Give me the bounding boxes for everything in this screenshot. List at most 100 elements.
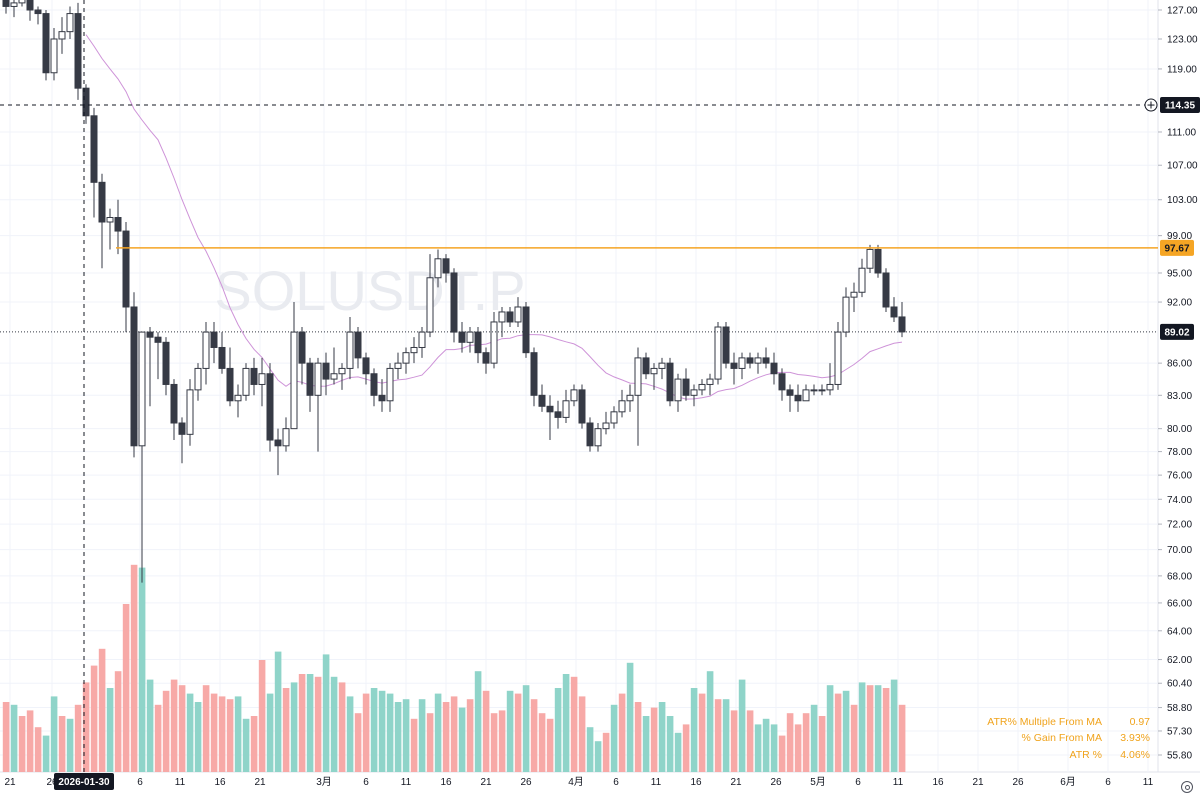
volume-bar: [282, 688, 290, 772]
candle-body: [306, 362, 314, 396]
volume-bar: [890, 679, 898, 772]
candle-body: [98, 181, 106, 223]
candle: [82, 84, 90, 124]
candle-body: [666, 362, 674, 402]
time-axis[interactable]: 21 26 6 11 16 21 3月 6 11 16 21 26 4月 6 11 16 21 26 5月 6 11 16…: [4, 773, 1154, 790]
crosshair-price-text: 114.35: [1165, 101, 1195, 112]
candle-body: [578, 389, 586, 424]
candle-body: [714, 326, 722, 380]
candle: [282, 417, 290, 452]
volume-bar: [754, 724, 762, 772]
time-tick-label: 26: [520, 777, 532, 788]
volume-bar: [762, 718, 770, 772]
volume-bar: [210, 693, 218, 772]
candle: [298, 327, 306, 385]
candle: [602, 411, 610, 435]
candle-body: [170, 383, 178, 424]
volume-bar: [690, 688, 698, 772]
candle-body: [258, 373, 266, 385]
chart-settings-icon[interactable]: [1181, 781, 1193, 793]
candle-body: [234, 394, 242, 402]
candle: [74, 2, 82, 100]
volume-bar: [66, 718, 74, 772]
candle: [410, 337, 418, 364]
candle: [106, 208, 114, 250]
stat-row-atr-multiple: ATR% Multiple From MA 0.97: [987, 714, 1150, 731]
candle: [482, 347, 490, 374]
price-tick-label: 55.80: [1167, 751, 1192, 762]
candle: [114, 199, 122, 255]
volume-bar: [442, 702, 450, 772]
candle-body: [82, 87, 90, 117]
volume-bar: [186, 693, 194, 772]
volume-bar: [234, 696, 242, 772]
candle-body: [602, 422, 610, 430]
candle: [578, 384, 586, 429]
time-tick-label: 21: [4, 777, 16, 788]
candle: [474, 327, 482, 364]
volume-bar: [226, 699, 234, 772]
candle: [162, 337, 170, 396]
time-tick-label: 21: [730, 777, 742, 788]
resistance-price-text: 97.67: [1164, 243, 1189, 254]
candle-body: [898, 316, 906, 333]
candle: [514, 297, 522, 328]
candle: [194, 363, 202, 401]
volume-bar: [610, 704, 618, 772]
candle-body: [90, 115, 98, 183]
candle-body: [658, 362, 666, 369]
candle-body: [442, 258, 450, 274]
candle-body: [362, 357, 370, 375]
volume-bar: [410, 718, 418, 772]
candle-body: [890, 306, 898, 318]
volume-bar: [826, 685, 834, 772]
candle-body: [386, 367, 394, 402]
volume-bar: [514, 693, 522, 772]
chart-grid: [0, 0, 1200, 773]
candle: [330, 347, 338, 385]
candle-body: [154, 336, 162, 343]
volume-bar: [730, 710, 738, 772]
candle: [530, 347, 538, 407]
candle-body: [130, 306, 138, 447]
stat-row-gain-from-ma: % Gain From MA 3.93%: [987, 730, 1150, 747]
candle: [490, 311, 498, 369]
candle-body: [242, 367, 250, 396]
candle: [186, 379, 194, 446]
candle-body: [370, 373, 378, 396]
volume-bar: [538, 713, 546, 772]
volume-bar: [602, 732, 610, 772]
volume-bar: [498, 710, 506, 772]
candle-body: [498, 311, 506, 323]
candle: [370, 368, 378, 407]
candle-body: [586, 422, 594, 447]
time-tick-label: 16: [440, 777, 452, 788]
candle: [770, 352, 778, 385]
volume-bar: [706, 671, 714, 772]
volume-bar: [738, 679, 746, 772]
volume-bar: [274, 651, 282, 772]
candle-body: [746, 357, 754, 364]
candle-body: [674, 378, 682, 402]
volume-bar: [594, 741, 602, 772]
price-tick-label: 127.00: [1167, 6, 1198, 17]
candle-body: [202, 331, 210, 369]
candle: [226, 347, 234, 407]
time-tick-label: 11: [893, 777, 904, 788]
candle: [778, 368, 786, 401]
volume-bar: [746, 710, 754, 772]
volume-bar: [778, 735, 786, 772]
volume-bar: [506, 690, 514, 772]
candle-body: [802, 389, 810, 402]
price-tick-label: 60.40: [1167, 679, 1192, 690]
price-axis[interactable]: 127.00 123.00 119.00 111.00 107.00 103.00 99.0…: [1158, 6, 1200, 762]
candle-body: [138, 331, 146, 447]
candle-body: [18, 0, 26, 4]
time-tick-label: 6: [363, 777, 369, 788]
volume-bar: [250, 716, 258, 772]
stat-value: 3.93%: [1120, 732, 1150, 745]
candle-body: [354, 331, 362, 359]
time-tick-label: 21: [972, 777, 984, 788]
stat-value: 0.97: [1129, 715, 1150, 728]
